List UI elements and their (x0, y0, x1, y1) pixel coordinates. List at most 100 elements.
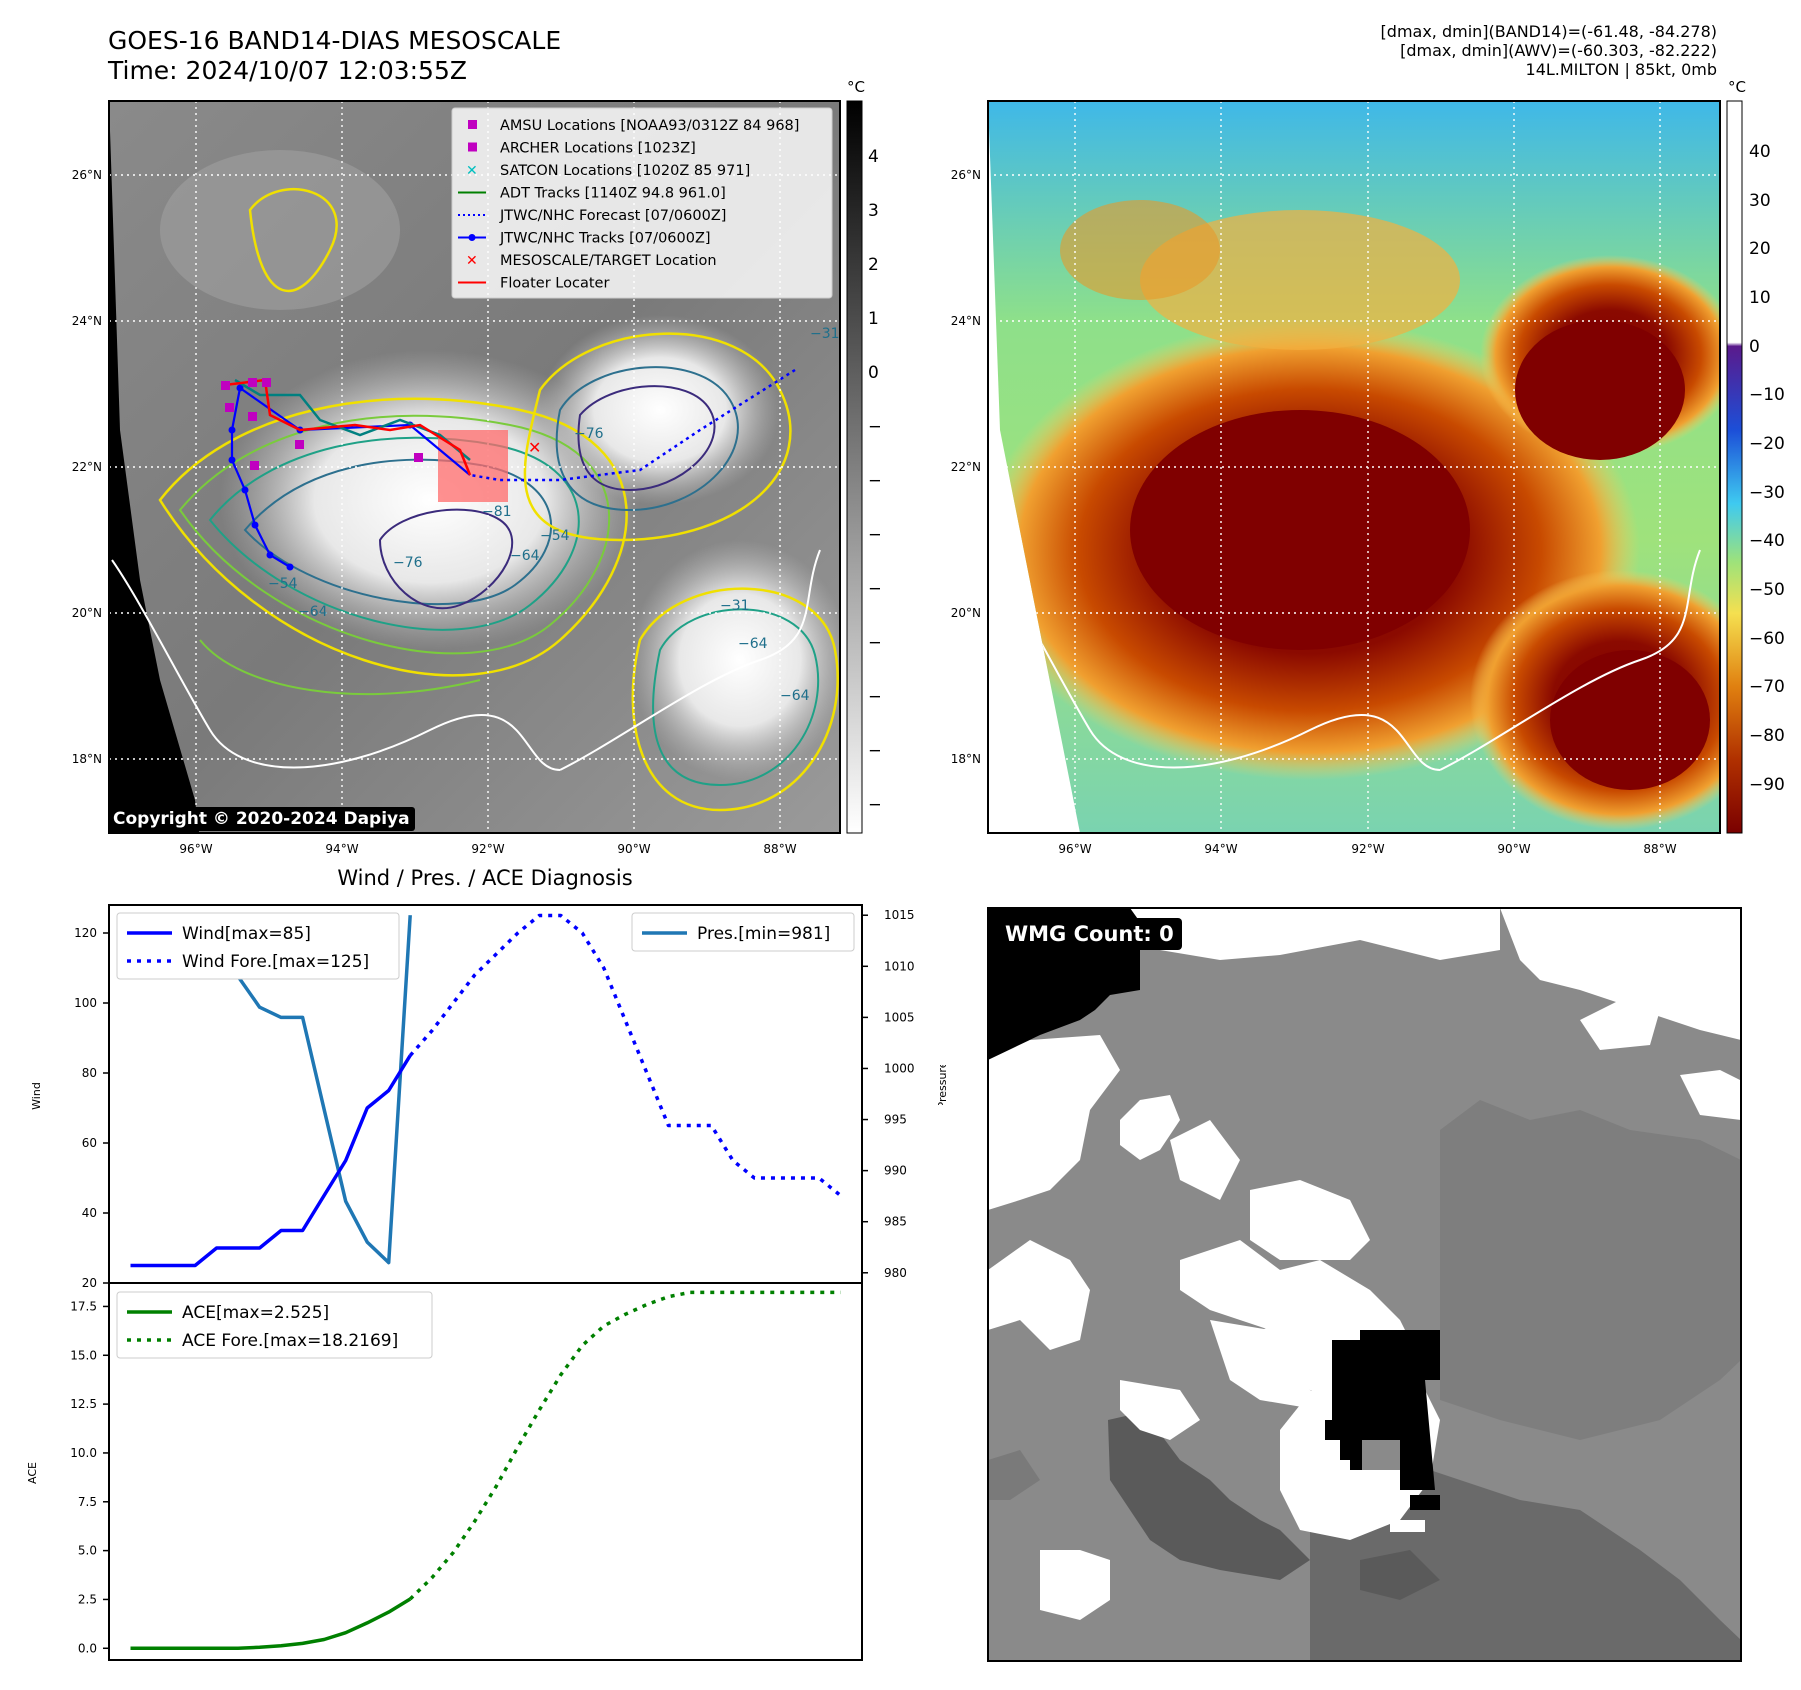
figure-title: GOES-16 BAND14-DIAS MESOSCALE Time: 2024… (108, 26, 561, 86)
pressure-axis-tick-label: 995 (884, 1113, 907, 1127)
pressure-axis-tick-label: 1005 (884, 1010, 915, 1024)
diagnosis-charts: Wind / Pres. / ACE Diagnosis Wind Pressu… (26, 866, 915, 1661)
svg-text:−60: −60 (1749, 629, 1785, 649)
svg-text:96°W: 96°W (179, 842, 212, 856)
ir-legend-label: AMSU Locations [NOAA93/0312Z 84 968] (500, 118, 799, 134)
svg-text:−20: −20 (1749, 434, 1785, 454)
amsu-markers (221, 378, 423, 470)
ir-map-panel: ✕ −64 −76 −81 −54 −64 −76 −54 −64 −64 −3… (72, 80, 880, 856)
ace-legend: ACE[max=2.525] ACE Fore.[max=18.2169] (116, 1291, 433, 1359)
ir-legend-label: SATCON Locations [1020Z 85 971] (500, 163, 750, 179)
svg-text:90°W: 90°W (1497, 842, 1530, 856)
svg-text:22°N: 22°N (72, 460, 102, 474)
ir-legend: AMSU Locations [NOAA93/0312Z 84 968] ARCH… (451, 107, 833, 299)
legend-square-marker (468, 142, 477, 152)
ace-axis-tick-label: 5.0 (78, 1544, 97, 1558)
coastline (111, 559, 561, 771)
awv-colorbar-ticks: 40 30 20 10 0 −10 −20 −30 −40 −50 −60 −7… (1749, 142, 1785, 795)
svg-text:−10: −10 (1749, 385, 1785, 405)
legend-label: Wind[max=85] (182, 924, 311, 944)
pressure-axis-tick-label: 1010 (884, 959, 915, 973)
svg-text:18°N: 18°N (951, 752, 981, 766)
svg-text:10: 10 (868, 309, 880, 329)
pressure-axis-tick-label: 990 (884, 1164, 907, 1178)
svg-text:20°N: 20°N (72, 606, 102, 620)
svg-text:−80: −80 (868, 795, 880, 815)
no-data-wedge (109, 101, 200, 833)
forecast-track (469, 368, 796, 482)
legend-square-marker (468, 120, 477, 129)
svg-text:94°W: 94°W (325, 842, 358, 856)
pressure-axis-tick-label: 1015 (884, 908, 915, 922)
title-line-time: Time: 2024/10/07 12:03:55Z (108, 56, 467, 85)
ir-legend-entry: AMSU Locations [NOAA93/0312Z 84 968] (468, 118, 799, 134)
wmg-eye (1280, 1330, 1440, 1540)
ace-axis-tick-label: 17.5 (70, 1299, 97, 1313)
legend-label: ACE Fore.[max=18.2169] (182, 1331, 398, 1351)
legend-label: ACE[max=2.525] (182, 1303, 329, 1323)
svg-text:−80: −80 (1749, 726, 1785, 746)
svg-text:40: 40 (1749, 142, 1771, 162)
svg-text:0: 0 (1749, 337, 1760, 357)
svg-text:88°W: 88°W (763, 842, 796, 856)
svg-text:−10: −10 (868, 417, 880, 437)
svg-text:−50: −50 (868, 633, 880, 653)
svg-text:−50: −50 (1749, 580, 1785, 600)
svg-text:−64: −64 (738, 636, 768, 652)
svg-text:−76: −76 (574, 426, 604, 442)
ir-lat-labels: 26°N 24°N 22°N 20°N 18°N (72, 168, 102, 766)
title-line-product: GOES-16 BAND14-DIAS MESOSCALE (108, 26, 562, 55)
svg-text:18°N: 18°N (72, 752, 102, 766)
svg-text:22°N: 22°N (951, 460, 981, 474)
awv-colorbar (1726, 100, 1743, 834)
svg-text:−40: −40 (868, 579, 880, 599)
ace-axis-frame (108, 1282, 863, 1661)
svg-text:20: 20 (868, 255, 880, 275)
stat-band14: [dmax, dmin](BAND14)=(-61.48, -84.278) (1380, 22, 1717, 41)
svg-text:−30: −30 (868, 525, 880, 545)
ir-legend-label: Floater Locater (500, 276, 609, 292)
svg-text:−40: −40 (1749, 531, 1785, 551)
diagnosis-title: Wind / Pres. / ACE Diagnosis (337, 866, 632, 890)
ir-contour-labels: −64 −76 −81 −54 −64 −76 −54 −64 −64 −31 … (268, 326, 840, 704)
awv-colorbar-unit: °C (1728, 80, 1746, 96)
wind-axis-label: Wind (30, 1082, 43, 1110)
wind-axis-tick-label: 100 (74, 996, 97, 1010)
svg-text:26°N: 26°N (951, 168, 981, 182)
target-x-marker: ✕ (528, 438, 541, 457)
svg-text:20°N: 20°N (951, 606, 981, 620)
ir-legend-label: ARCHER Locations [1023Z] (500, 141, 696, 157)
svg-text:−90: −90 (1749, 775, 1785, 795)
svg-text:−20: −20 (868, 471, 880, 491)
pressure-axis-label-text: Pressure (936, 1065, 949, 1105)
wind-axis-tick-label: 80 (82, 1066, 97, 1080)
ace-axis-tick-label: 2.5 (78, 1592, 97, 1606)
wind-line (130, 1054, 412, 1268)
ir-legend-entry: ARCHER Locations [1023Z] (468, 141, 696, 157)
wmg-frame (987, 907, 1742, 1662)
floater-track (224, 378, 472, 476)
wind-forecast-line (408, 913, 842, 1197)
svg-text:10: 10 (1749, 288, 1771, 308)
ir-legend-label: JTWC/NHC Forecast [07/0600Z] (499, 208, 726, 224)
svg-text:−30: −30 (1749, 483, 1785, 503)
svg-text:−64: −64 (510, 548, 540, 564)
pressure-axis-tick-label: 1000 (884, 1061, 915, 1075)
ace-axis-tick-label: 0.0 (78, 1641, 97, 1655)
ir-legend-entry: ADT Tracks [1140Z 94.8 961.0] (458, 186, 726, 202)
awv-map-panel: 26°N 24°N 22°N 20°N 18°N 96°W 94°W 92°W … (951, 80, 1785, 856)
ir-legend-label: JTWC/NHC Tracks [07/0600Z] (499, 231, 711, 247)
awv-lon-labels: 96°W 94°W 92°W 90°W 88°W (1058, 842, 1676, 856)
ir-lon-labels: 96°W 94°W 92°W 90°W 88°W (179, 842, 796, 856)
pressure-label-holder: Pressure (936, 1065, 949, 1105)
wind-axis-tick-label: 60 (82, 1136, 97, 1150)
svg-text:−64: −64 (298, 604, 328, 620)
ir-legend-label: ADT Tracks [1140Z 94.8 961.0] (500, 186, 726, 202)
svg-text:90°W: 90°W (617, 842, 650, 856)
ace-axis-tick-label: 15.0 (70, 1348, 97, 1362)
ace-axis-tick-label: 7.5 (78, 1495, 97, 1509)
ace-line (130, 1597, 412, 1651)
ir-legend-entry: ✕ SATCON Locations [1020Z 85 971] (466, 163, 750, 179)
svg-text:−64: −64 (780, 688, 810, 704)
ir-legend-entry: Floater Locater (458, 276, 609, 292)
